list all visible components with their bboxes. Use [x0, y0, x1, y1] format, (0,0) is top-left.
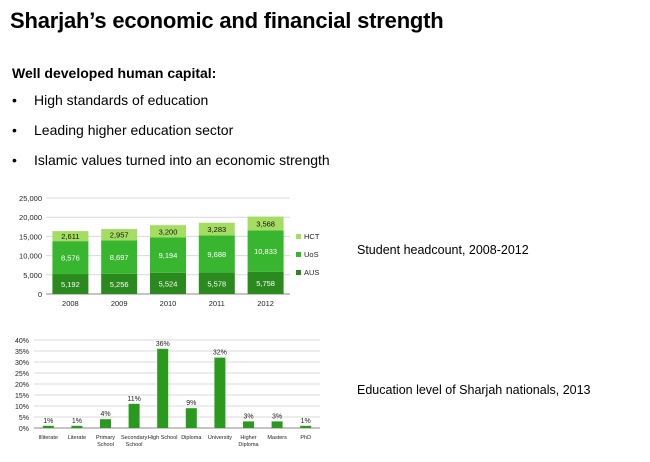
- data-label: 32%: [213, 350, 227, 357]
- bar: [300, 425, 312, 428]
- x-tick-label: 2012: [257, 299, 274, 308]
- data-label: 9%: [186, 400, 196, 407]
- x-tick-label: Illiterate: [39, 435, 58, 441]
- bar-segment-uos: [247, 230, 284, 272]
- bar-segment-uos: [150, 237, 186, 273]
- data-label: 2,611: [61, 232, 79, 241]
- data-label: 3,200: [159, 227, 178, 236]
- bar-segment-hct: [247, 216, 284, 231]
- bar: [271, 421, 283, 428]
- data-label: 11%: [127, 396, 141, 403]
- y-tick-label: 35%: [15, 349, 29, 356]
- bar: [157, 348, 169, 428]
- data-label: 3%: [243, 413, 253, 420]
- bullet-list: High standards of education Leading high…: [12, 92, 330, 182]
- data-label: 1%: [301, 418, 311, 425]
- data-label: 5,524: [159, 279, 178, 288]
- data-label: 5,192: [61, 280, 80, 289]
- x-tick-label: University: [208, 435, 232, 441]
- legend-label: UoS: [304, 250, 319, 259]
- x-tick-label: Primary School: [96, 435, 115, 448]
- legend-label: HCT: [304, 232, 320, 241]
- data-label: 5,256: [110, 280, 129, 289]
- data-label: 3,283: [207, 225, 226, 234]
- x-tick-label: PhD: [300, 435, 311, 441]
- y-tick-label: 5,000: [23, 271, 42, 280]
- bar: [71, 425, 83, 428]
- bar-segment-hct: [150, 225, 186, 238]
- y-tick-label: 0: [38, 290, 42, 299]
- legend-swatch: [296, 234, 301, 239]
- x-tick-label: 2011: [209, 299, 225, 308]
- bar-segment-aus: [150, 272, 186, 294]
- bar-segment-aus: [247, 271, 284, 294]
- bar-segment-aus: [101, 273, 138, 294]
- bullet-item: Leading higher education sector: [12, 122, 330, 152]
- y-tick-label: 20%: [15, 382, 29, 389]
- y-tick-label: 0%: [19, 426, 29, 433]
- data-label: 4%: [100, 411, 110, 418]
- y-tick-label: 5%: [19, 415, 29, 422]
- data-label: 2,957: [110, 231, 129, 240]
- data-label: 5,758: [256, 279, 275, 288]
- legend-label: AUS: [304, 268, 319, 277]
- bar-segment-hct: [198, 222, 235, 236]
- y-tick-label: 10,000: [19, 252, 42, 261]
- data-label: 1%: [72, 418, 82, 425]
- x-tick-label: 2008: [62, 299, 79, 308]
- y-tick-label: 25,000: [19, 194, 42, 203]
- y-tick-label: 25%: [15, 371, 29, 378]
- x-tick-label: Higher Diploma: [238, 435, 259, 448]
- student-headcount-chart: 0 5,000 10,000 15,000 20,000 25,000 5,192 8,576…: [19, 194, 320, 308]
- bar: [214, 357, 226, 428]
- bar: [185, 408, 197, 428]
- bullet-item: High standards of education: [12, 92, 330, 122]
- data-label: 8,697: [110, 253, 129, 262]
- education-level-chart: 0% 5% 10% 15% 20% 25% 30% 35% 40% 1% Illiterate 1% L…: [15, 338, 320, 448]
- bar-segment-hct: [52, 231, 89, 242]
- bar-segment-uos: [52, 241, 89, 275]
- x-tick-label: 2010: [160, 299, 177, 308]
- data-label: 3%: [272, 413, 282, 420]
- x-tick-label: Diploma: [181, 435, 202, 441]
- data-label: 8,576: [61, 254, 80, 263]
- data-label: 10,833: [254, 247, 277, 256]
- bar: [42, 425, 54, 428]
- bar: [100, 419, 111, 428]
- y-tick-label: 15%: [15, 393, 29, 400]
- y-tick-label: 20,000: [19, 213, 42, 222]
- slide-title: Sharjah’s economic and financial strengt…: [10, 8, 444, 33]
- data-label: 9,688: [207, 250, 226, 259]
- legend-swatch: [296, 270, 301, 275]
- bar-segment-hct: [101, 229, 138, 241]
- data-label: 9,194: [159, 251, 178, 260]
- bar: [128, 403, 140, 428]
- bar-segment-aus: [52, 274, 89, 294]
- section-subheading: Well developed human capital:: [12, 65, 217, 81]
- data-label: 3,568: [256, 219, 275, 228]
- bar-segment-uos: [198, 235, 235, 273]
- data-label: 5,578: [207, 279, 226, 288]
- bar: [243, 421, 254, 428]
- y-tick-label: 15,000: [19, 232, 42, 241]
- data-label: 1%: [43, 418, 53, 425]
- x-tick-label: Secondary School: [121, 435, 148, 448]
- x-tick-label: High School: [148, 435, 178, 441]
- y-tick-label: 30%: [15, 360, 29, 367]
- bullet-item: Islamic values turned into an economic s…: [12, 152, 330, 182]
- x-tick-label: Literate: [68, 435, 86, 441]
- legend-swatch: [296, 252, 301, 257]
- x-tick-label: Masters: [267, 435, 287, 441]
- y-tick-label: 40%: [15, 338, 29, 345]
- bar-segment-uos: [101, 240, 138, 274]
- x-tick-label: 2009: [111, 299, 128, 308]
- education-chart-caption: Education level of Sharjah nationals, 20…: [357, 383, 591, 397]
- data-label: 36%: [156, 341, 170, 348]
- headcount-chart-caption: Student headcount, 2008-2012: [357, 243, 529, 257]
- bar-segment-aus: [198, 272, 235, 294]
- y-tick-label: 10%: [15, 404, 29, 411]
